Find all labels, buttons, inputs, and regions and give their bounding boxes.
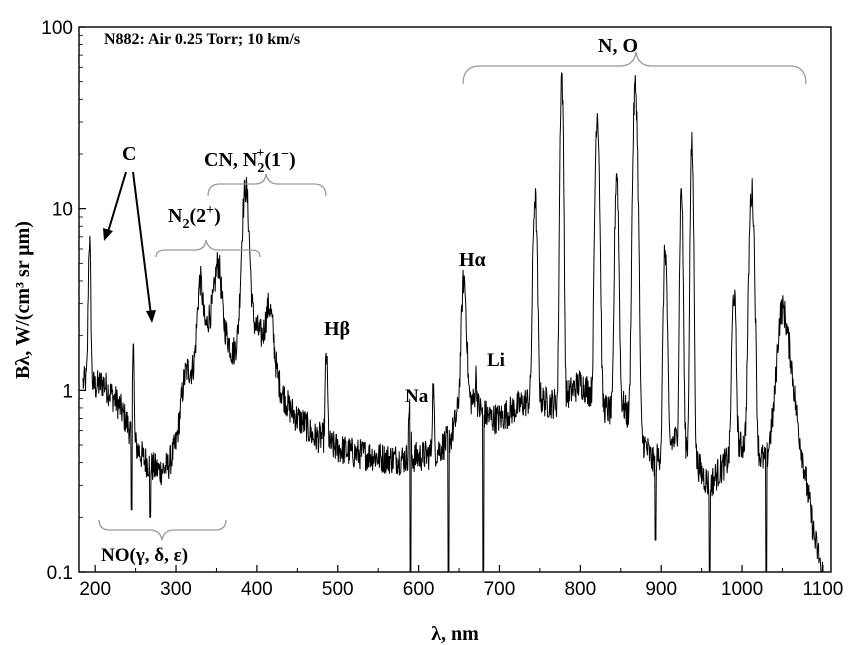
- n-o-bracket: [462, 51, 807, 85]
- label-n-o: N, O: [598, 35, 638, 57]
- x-tick-label: 700: [484, 579, 516, 600]
- label-n2: N2(2+): [168, 203, 221, 232]
- no-band-bracket: [98, 519, 227, 541]
- y-axis-title: Bλ, W/(cm³ sr μm): [12, 221, 34, 379]
- spectrum-line: [82, 71, 823, 573]
- y-tick-label: 0.1: [47, 563, 73, 584]
- y-tick-label: 1: [62, 381, 73, 402]
- cn-bracket: [207, 173, 327, 197]
- label-hbeta: Hβ: [324, 318, 350, 340]
- label-cn-n2: CN, N2+(1−): [204, 146, 296, 176]
- x-axis-title: λ, nm: [431, 623, 479, 645]
- y-axis: 0.1 1 10 100: [41, 18, 86, 584]
- y-tick-label: 100: [41, 18, 73, 39]
- x-tick-label: 1000: [721, 579, 763, 600]
- x-tick-label: 600: [403, 579, 435, 600]
- plot-frame: [78, 26, 832, 573]
- label-c: C: [122, 143, 136, 165]
- c-arrow-left: [107, 171, 127, 233]
- n2-bracket: [155, 239, 261, 258]
- label-halpha: Hα: [459, 249, 486, 271]
- x-axis: 200 300 400 500 600 700 800 900 1000 1100: [79, 565, 843, 600]
- x-tick-label: 800: [564, 579, 596, 600]
- c-arrowhead-left: [103, 228, 113, 241]
- label-li: Li: [487, 350, 505, 371]
- x-tick-label: 400: [241, 579, 273, 600]
- label-na: Na: [405, 386, 429, 407]
- x-tick-label: 900: [645, 579, 677, 600]
- y-tick-label: 10: [52, 200, 73, 221]
- chart-title: N882: Air 0.25 Torr; 10 km/s: [104, 31, 300, 48]
- x-tick-label: 200: [79, 579, 111, 600]
- label-no-band: NO(γ, δ, ε): [101, 545, 188, 566]
- x-tick-label: 500: [322, 579, 354, 600]
- x-tick-label: 300: [160, 579, 192, 600]
- x-tick-label: 1100: [802, 579, 843, 600]
- c-arrow-right: [132, 171, 152, 316]
- c-arrowhead-right: [146, 310, 156, 323]
